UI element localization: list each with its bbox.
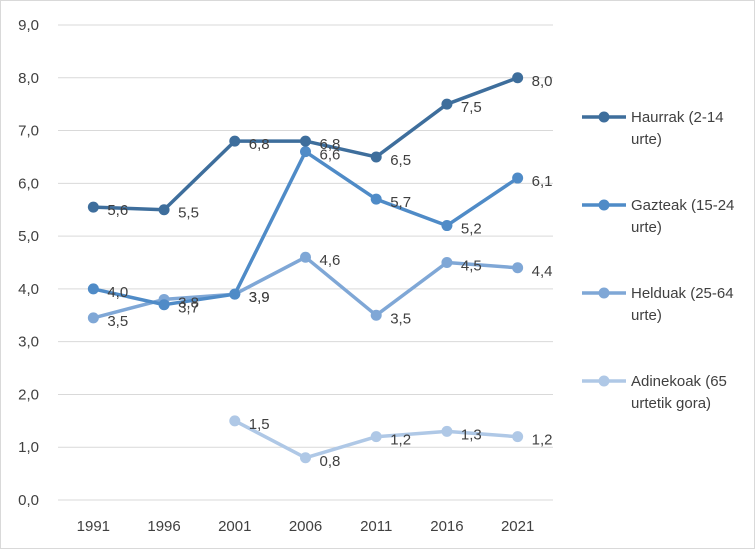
data-label: 6,5 [390, 152, 411, 169]
data-label: 6,8 [249, 136, 270, 153]
data-point [87, 201, 99, 213]
gridlines [58, 24, 553, 501]
data-label: 5,6 [107, 202, 128, 219]
x-tick-label: 1991 [77, 518, 110, 535]
x-tick-label: 2001 [218, 518, 251, 535]
data-label: 6,6 [320, 147, 341, 164]
data-point [229, 288, 241, 300]
y-tick-label: 4,0 [18, 281, 39, 298]
legend-label: urte) [631, 131, 662, 148]
data-point [87, 312, 99, 324]
data-label: 1,2 [390, 432, 411, 449]
data-point [512, 262, 524, 274]
y-tick-label: 8,0 [18, 70, 39, 87]
data-point [300, 146, 311, 158]
data-point [87, 283, 99, 295]
y-tick-label: 2,0 [18, 386, 39, 403]
legend-label: Haurrak (2-14 [631, 109, 724, 126]
data-point [441, 98, 453, 110]
data-point [229, 415, 241, 427]
y-tick-label: 5,0 [18, 228, 39, 245]
data-point [300, 251, 311, 263]
x-tick-label: 2016 [430, 518, 463, 535]
data-point [370, 431, 382, 443]
data-point [512, 172, 524, 184]
data-point [370, 151, 382, 163]
y-tick-label: 9,0 [18, 17, 39, 34]
x-tick-label: 2011 [360, 518, 392, 535]
data-label: 0,8 [320, 453, 341, 470]
data-label: 1,3 [461, 426, 482, 443]
data-label: 3,9 [249, 289, 270, 306]
y-tick-label: 3,0 [18, 334, 39, 351]
data-point [300, 135, 311, 147]
legend-marker [598, 375, 610, 387]
y-tick-label: 1,0 [18, 439, 39, 456]
data-label: 6,8 [320, 136, 341, 153]
legend-label: Gazteak (15-24 [631, 197, 734, 214]
data-label: 1,5 [249, 416, 270, 433]
legend-marker [598, 111, 610, 123]
data-label: 3,8 [178, 294, 199, 311]
data-label: 5,7 [390, 194, 411, 211]
y-tick-label: 0,0 [18, 492, 39, 509]
data-point [300, 452, 311, 464]
data-point [370, 193, 382, 205]
data-label: 3,5 [390, 310, 411, 327]
data-label: 5,5 [178, 205, 199, 222]
data-label: 4,5 [461, 258, 482, 275]
legend-marker [598, 199, 610, 211]
data-point [441, 220, 453, 232]
series-line [92, 255, 518, 320]
data-point [229, 135, 241, 147]
data-point [158, 299, 170, 311]
data-label: 4,0 [107, 284, 128, 301]
data-label: 5,2 [461, 221, 482, 238]
data-label: 8,0 [532, 73, 553, 90]
data-label: 3,5 [107, 313, 128, 330]
data-point [512, 72, 524, 84]
data-point [441, 425, 453, 437]
data-label: 4,6 [320, 252, 341, 269]
y-tick-label: 6,0 [18, 175, 39, 192]
legend-marker [598, 287, 610, 299]
data-label: 7,5 [461, 99, 482, 116]
x-tick-label: 2021 [501, 518, 534, 535]
data-label: 4,4 [532, 263, 553, 280]
x-axis-ticks: 1991 1996 2001 2006 2011 2016 2021 [77, 518, 535, 535]
legend-label: urtetik gora) [631, 395, 711, 412]
legend-label: Adinekoak (65 [631, 373, 727, 390]
y-tick-label: 7,0 [18, 123, 39, 140]
legend: Haurrak (2-14 urte) Gazteak (15-24 urte) Hel… [582, 109, 734, 412]
data-label: 1,2 [532, 432, 553, 449]
legend-label: urte) [631, 219, 662, 236]
series-group [87, 72, 524, 464]
data-point [370, 309, 382, 321]
x-tick-label: 2006 [289, 518, 322, 535]
series-line [93, 149, 519, 307]
x-tick-label: 1996 [147, 518, 180, 535]
data-point [512, 431, 524, 443]
data-labels: 5,6 5,5 6,8 6,8 6,5 7,5 8,0 4,0 3,7 3,9 6,6 5,7 5,2 6… [107, 73, 552, 470]
data-point [441, 257, 453, 268]
data-label: 3,9 [249, 289, 270, 306]
data-label: 6,1 [532, 173, 553, 190]
data-point [158, 204, 170, 216]
data-label: 3,7 [178, 300, 199, 317]
legend-label: Helduak (25-64 [631, 285, 734, 302]
legend-label: urte) [631, 307, 662, 324]
y-axis-ticks: 0,0 1,0 2,0 3,0 4,0 5,0 6,0 7,0 8,0 9,0 [18, 17, 39, 509]
